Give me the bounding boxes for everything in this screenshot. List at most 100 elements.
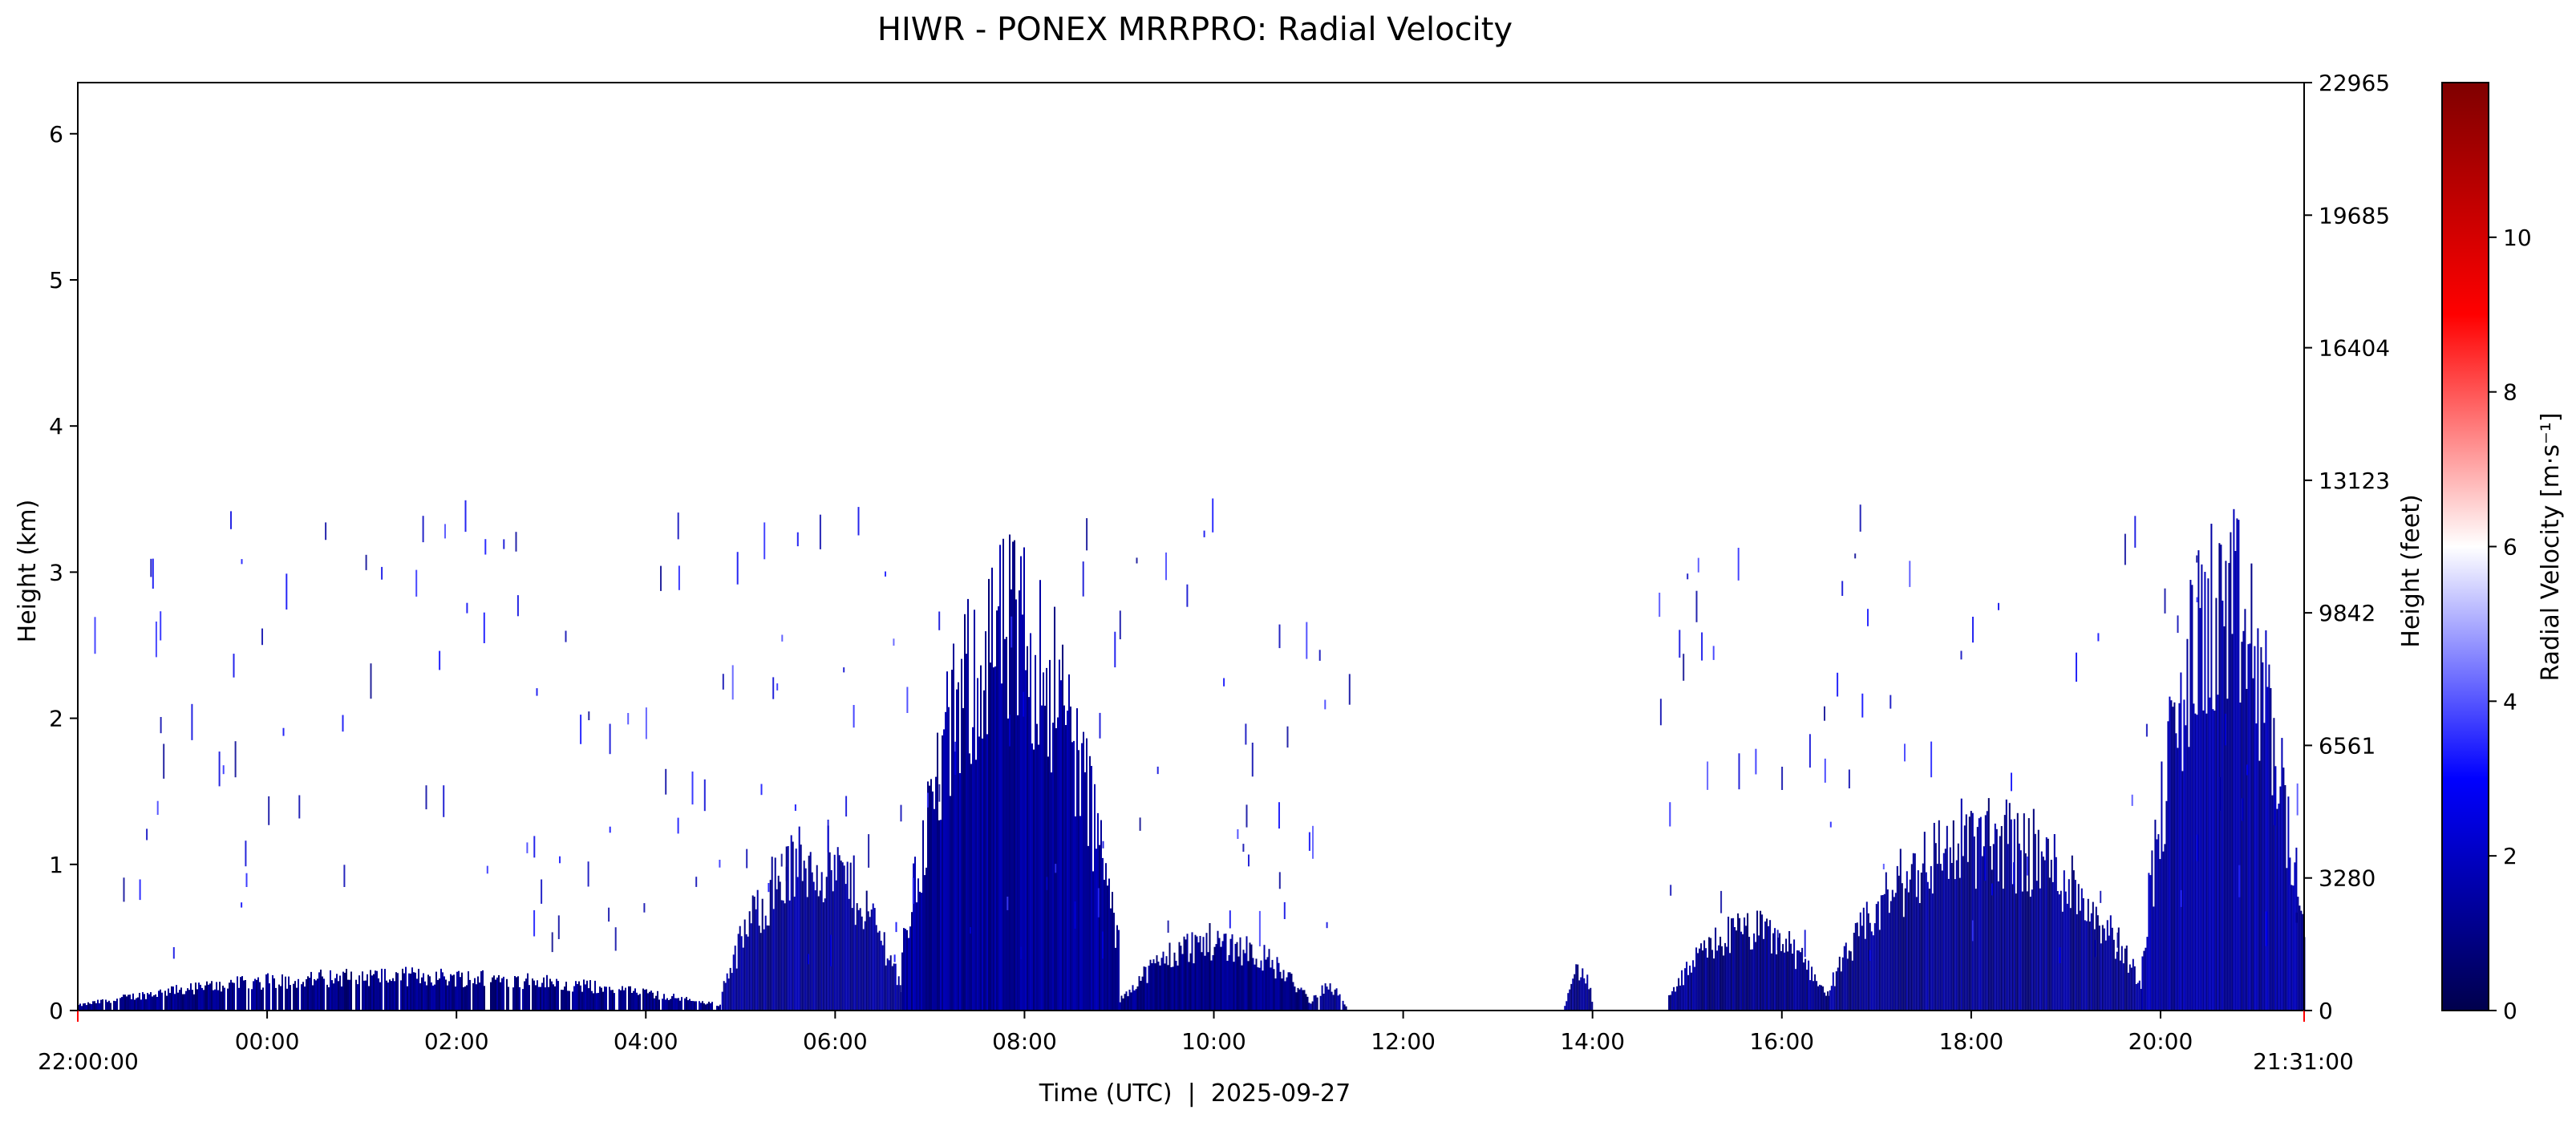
echo-column: [320, 970, 322, 1011]
echo-column: [1968, 816, 1970, 1011]
echo-speckle: [1186, 584, 1189, 607]
echo-column: [1671, 991, 1674, 1011]
echo-column: [1824, 992, 1826, 1011]
echo-column: [395, 972, 397, 1011]
echo-column: [787, 846, 789, 1011]
echo-column: [1885, 872, 1887, 1011]
echo-column: [413, 972, 415, 1011]
echo-column: [1310, 1003, 1312, 1011]
echo-column: [174, 994, 176, 1011]
echo-column: [841, 862, 844, 1011]
echo-column: [2268, 664, 2270, 1011]
echo-column: [1923, 832, 1926, 1011]
echo-column: [2069, 908, 2072, 1011]
echo-column: [983, 690, 985, 1011]
echo-column: [943, 729, 945, 1011]
echo-column: [1833, 986, 1836, 1011]
echo-column: [1062, 644, 1063, 1011]
echo-column: [724, 982, 727, 1011]
echo-column: [139, 993, 140, 1011]
echo-speckle: [1114, 631, 1116, 668]
echo-column: [2159, 859, 2161, 1011]
echo-speckle: [819, 514, 821, 549]
echo-column: [153, 995, 155, 1011]
echo-column: [2212, 709, 2214, 1011]
echo-column: [306, 979, 307, 1011]
echo-column: [602, 991, 604, 1011]
echo-column: [883, 932, 885, 1011]
echo-column: [2199, 608, 2201, 1011]
echo-column: [599, 986, 601, 1011]
echo-column: [2032, 808, 2035, 1011]
echo-column: [1958, 877, 1961, 1011]
echo-column: [703, 1003, 705, 1011]
echo-column: [2189, 580, 2192, 1011]
echo-column: [1229, 938, 1232, 1011]
echo-column: [1276, 957, 1278, 1011]
echo-column: [1146, 982, 1148, 1011]
echo-column: [2076, 913, 2078, 1011]
y-left-tick-label: 4: [49, 413, 63, 439]
echo-column: [171, 986, 172, 1011]
echo-column: [403, 973, 405, 1011]
echo-column: [1912, 853, 1914, 1011]
echo-column: [1209, 923, 1211, 1011]
echo-column: [1739, 917, 1741, 1011]
echo-column: [2215, 597, 2218, 1011]
echo-column: [864, 921, 866, 1011]
echo-column: [927, 781, 929, 1011]
echo-column: [557, 981, 559, 1011]
echo-speckle: [912, 877, 914, 904]
echo-column: [1324, 983, 1326, 1011]
echo-column: [113, 1000, 115, 1011]
echo-column: [1798, 950, 1800, 1011]
echo-column: [2122, 963, 2124, 1011]
echo-column: [1898, 875, 1900, 1011]
echo-column: [596, 993, 597, 1011]
echo-column: [1165, 956, 1168, 1011]
echo-column: [546, 974, 548, 1011]
echo-speckle: [614, 927, 617, 951]
echo-column: [172, 986, 174, 1011]
echo-column: [751, 895, 754, 1011]
echo-column: [771, 857, 773, 1011]
echo-column: [2096, 915, 2099, 1011]
echo-column: [1742, 934, 1744, 1011]
echo-column: [1761, 914, 1764, 1011]
echo-speckle: [926, 792, 929, 808]
echo-column: [131, 998, 132, 1011]
echo-speckle: [444, 524, 446, 539]
echo-column: [1044, 705, 1046, 1011]
echo-column: [1734, 927, 1736, 1011]
echo-column: [229, 982, 230, 1011]
echo-column: [1870, 931, 1873, 1011]
echo-speckle: [1738, 753, 1740, 790]
echo-column: [1159, 965, 1161, 1011]
echo-column: [994, 666, 996, 1011]
echo-column: [1279, 971, 1282, 1011]
echo-column: [880, 940, 882, 1011]
echo-column: [1116, 925, 1118, 1011]
echo-speckle: [298, 795, 301, 819]
echo-speckle: [1659, 593, 1661, 618]
echo-column: [192, 990, 193, 1011]
x-tick-label: 00:00: [235, 1028, 300, 1055]
echo-column: [780, 900, 783, 1011]
echo-column: [945, 711, 946, 1011]
echo-column: [203, 990, 205, 1011]
echo-column: [1926, 881, 1929, 1011]
echo-column: [793, 897, 796, 1011]
echo-column: [312, 985, 314, 1011]
echo-column: [2263, 723, 2266, 1011]
echo-column: [179, 990, 180, 1011]
echo-column: [1215, 944, 1217, 1011]
echo-column: [455, 986, 456, 1011]
colorbar-tick-label: 6: [2503, 534, 2517, 561]
echo-speckle: [533, 836, 536, 858]
echo-column: [828, 852, 831, 1011]
echo-speckle: [443, 785, 445, 817]
echo-column: [913, 863, 914, 1011]
echo-column: [1252, 958, 1254, 1011]
echo-speckle: [541, 879, 543, 904]
echo-column: [468, 971, 469, 1011]
